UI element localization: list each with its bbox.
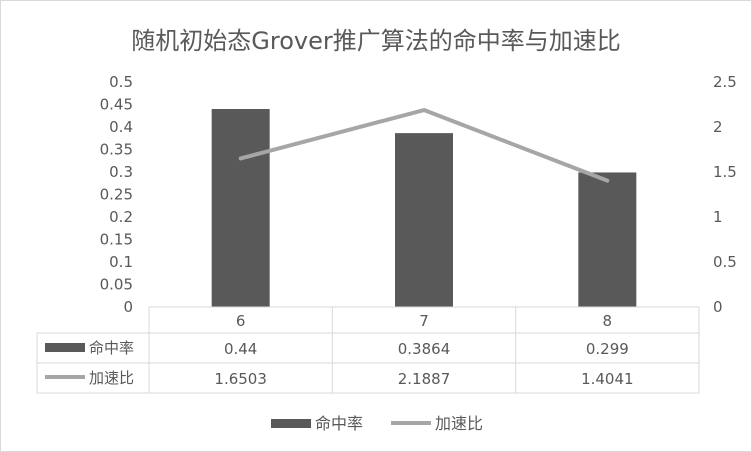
y-right-tick-label: 2: [713, 118, 723, 136]
table-value: 2.1887: [398, 370, 451, 388]
table-value: 1.4041: [581, 370, 634, 388]
y-left-tick-label: 0.4: [109, 118, 133, 136]
chart-title: 随机初始态Grover推广算法的命中率与加速比: [131, 27, 620, 55]
legend-label: 加速比: [435, 414, 483, 433]
table-value: 0.3864: [398, 340, 451, 358]
y-right-tick-label: 0: [713, 298, 723, 316]
y-left-tick-label: 0.35: [100, 141, 133, 159]
bar-7: [395, 133, 453, 307]
x-tick-label: 6: [236, 312, 246, 330]
legend-swatch-bar: [271, 419, 311, 428]
x-tick-label: 7: [419, 312, 429, 330]
legend: 命中率 加速比: [271, 414, 483, 433]
table-value: 1.6503: [214, 370, 267, 388]
y-right-tick-label: 1: [713, 208, 723, 226]
y-left-tick-label: 0.25: [100, 186, 133, 204]
y-left-tick-label: 0.2: [109, 208, 133, 226]
y-left-tick-label: 0.05: [100, 276, 133, 294]
line-point-8: [605, 179, 609, 183]
bar-series: [211, 109, 637, 307]
y-left-tick-label: 0.15: [100, 231, 133, 249]
y-right-tick-label: 1.5: [713, 163, 737, 181]
y-right-tick-label: 0.5: [713, 253, 737, 271]
legend-label: 命中率: [315, 414, 363, 433]
table-row-label: 加速比: [89, 369, 134, 387]
bar-6: [211, 109, 270, 307]
y-left-tick-label: 0: [123, 298, 133, 316]
table-value: 0.299: [586, 340, 629, 358]
y-left-tick-label: 0.45: [100, 96, 133, 114]
line-point-6: [239, 156, 243, 160]
x-tick-label: 8: [603, 312, 613, 330]
y-left-tick-label: 0.5: [109, 73, 133, 91]
bar-8: [578, 172, 637, 307]
table-row-label: 命中率: [89, 339, 134, 357]
table-key-bar: [45, 343, 85, 352]
line-series: [238, 108, 610, 183]
y-left-tick-label: 0.3: [109, 163, 133, 181]
table-value: 0.44: [224, 340, 257, 358]
axes: 0 0.05 0.1 0.15 0.2 0.25 0.3 0.35 0.4 0.45 0.5 0 0.5…: [100, 73, 737, 316]
line-point-7: [422, 108, 426, 112]
y-left-tick-label: 0.1: [109, 253, 133, 271]
y-right-tick-label: 2.5: [713, 73, 737, 91]
